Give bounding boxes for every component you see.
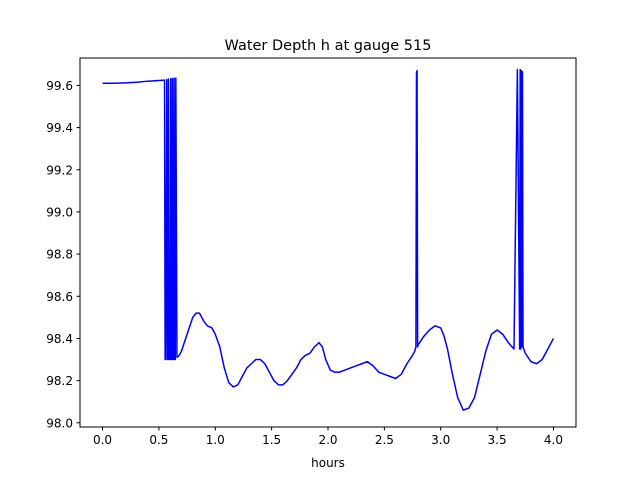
- y-tick-label: 99.0: [46, 205, 73, 219]
- y-tick-label: 98.8: [46, 248, 73, 262]
- x-axis-label: hours: [311, 456, 345, 470]
- x-tick-label: 1.0: [206, 433, 225, 447]
- series-layer: [102, 68, 555, 411]
- x-tick-label: 0.0: [93, 433, 112, 447]
- y-tick-label: 99.6: [46, 79, 73, 93]
- y-tick-label: 98.6: [46, 290, 73, 304]
- x-tick-label: 3.0: [431, 433, 450, 447]
- series-line-0: [102, 68, 555, 411]
- plot-frame: [79, 57, 577, 428]
- y-tick-label: 99.2: [46, 163, 73, 177]
- x-tick-label: 4.0: [544, 433, 563, 447]
- y-tick-label: 98.4: [46, 332, 73, 346]
- plot-area: [80, 58, 576, 427]
- chart-title: Water Depth h at gauge 515: [225, 38, 432, 54]
- x-tick-label: 2.5: [375, 433, 394, 447]
- x-tick-label: 3.5: [488, 433, 507, 447]
- x-tick-label: 0.5: [149, 433, 168, 447]
- x-tick-label: 2.0: [318, 433, 337, 447]
- tick-layer: 0.0 0.5 1.0 1.5 2.0 2.5 3.0 3.5 4.0 98.0 98.2 98.4 9…: [46, 79, 563, 447]
- y-tick-label: 98.2: [46, 374, 73, 388]
- y-tick-label: 98.0: [46, 416, 73, 430]
- y-tick-label: 99.4: [46, 121, 73, 135]
- x-tick-label: 1.5: [262, 433, 281, 447]
